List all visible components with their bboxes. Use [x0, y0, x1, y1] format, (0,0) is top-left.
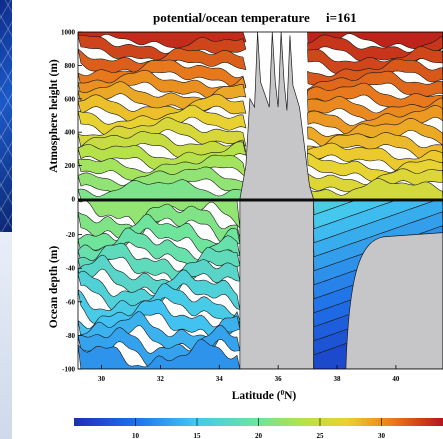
colorbar-tick-label: 15: [194, 432, 202, 439]
y-tick-atmosphere: 800: [65, 62, 76, 70]
colorbar-tick-label: 25: [317, 432, 325, 439]
y-axis-label-ocean: Ocean depth (m): [48, 246, 60, 329]
atmosphere-band-east: [307, 82, 443, 112]
atmosphere-band-east: [307, 132, 443, 161]
ocean-band-east: [313, 201, 443, 216]
colorbar-tick-label: 30: [378, 432, 386, 439]
atmosphere-band-west: [78, 179, 247, 199]
chart-title: potential/ocean temperature i=161: [153, 10, 357, 25]
axes: 0 200 400 600 800 1000 -100 -80 -60 -40 -20 30 32 34 3…: [61, 29, 443, 383]
land-column-ocean: [239, 201, 314, 369]
x-tick-label: 38: [334, 375, 342, 383]
x-tick-label: 32: [157, 375, 165, 383]
x-axis-label: Latitude (0N): [232, 389, 297, 402]
x-tick-label: 30: [98, 375, 106, 383]
y-axis-label-atmosphere: Atmosphere height (m): [48, 59, 60, 173]
atmosphere-band-east: [307, 96, 443, 126]
x-axis-label-prefix: Latitude (: [232, 390, 281, 402]
x-axis-label-degree: 0: [281, 389, 285, 397]
x-axis-label-suffix: N): [284, 390, 296, 402]
y-tick-ocean: -100: [62, 366, 75, 374]
atmosphere-band-east: [307, 152, 443, 185]
x-tick-label: 34: [216, 375, 224, 383]
atmosphere-panel: [78, 32, 443, 199]
colorbar-tick-label: 10: [132, 432, 140, 439]
ocean-band-west: [78, 338, 241, 369]
y-tick-ocean: -60: [66, 298, 76, 306]
chart-svg: potential/ocean temperature i=161 020040…: [48, 10, 443, 439]
x-tick-label: 36: [275, 375, 283, 383]
colorbar: 10 15 20 25 30: [74, 418, 443, 439]
atmosphere-frame: [77, 31, 443, 200]
y-tick-atmosphere: 200: [65, 162, 76, 170]
mountain-land: [239, 32, 314, 199]
y-tick-atmosphere: 400: [65, 129, 76, 137]
ocean-frame: [77, 200, 443, 370]
y-tick-atmosphere: 1000: [61, 29, 76, 37]
y-tick-atmosphere: 0: [72, 196, 76, 204]
continental-shelf: [345, 232, 443, 369]
atmosphere-band-east: [307, 178, 443, 199]
x-tick-label: 40: [392, 375, 400, 383]
y-tick-atmosphere: 600: [65, 95, 76, 103]
y-tick-ocean: -40: [66, 265, 76, 273]
colorbar-tick-label: 20: [255, 432, 263, 439]
figure: potential/ocean temperature i=161 0 200 40…: [12, 0, 443, 439]
y-tick-ocean: -80: [66, 332, 76, 340]
atmosphere-band-west: [78, 69, 247, 101]
y-tick-ocean: -20: [66, 231, 76, 239]
atmosphere-band-east: [307, 32, 443, 54]
atmosphere-band-west: [78, 34, 247, 66]
ocean-panel: [78, 201, 443, 369]
